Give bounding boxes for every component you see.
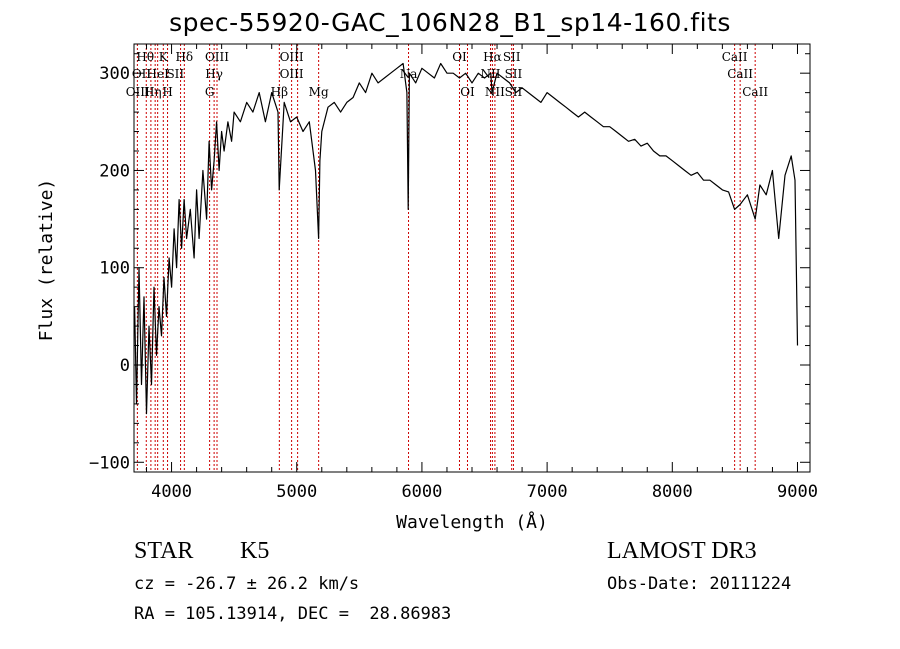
line-label-oii: OII [132,67,152,81]
x-tick-label: 6000 [401,482,442,502]
line-label-hδ: Hδ [175,50,193,64]
line-label-sii: SII [166,67,184,81]
y-tick-label: 300 [99,64,130,84]
line-label-hβ: Hβ [271,85,288,99]
x-axis-label: Wavelength (Å) [396,511,548,533]
line-label-hei: HeI [147,67,170,81]
line-label-oi: OI [460,85,475,99]
plot-axes: 4000 5000 6000 7000 8000 9000 −100 0 100 200 300 [89,43,818,502]
line-label-oi: OI [452,50,467,64]
spectral-line-markers [136,44,756,472]
object-subclass: K5 [240,538,270,564]
x-tick-label: 8000 [652,482,693,502]
plot-frame [133,43,811,473]
x-tick-label: 5000 [276,482,317,502]
spectrum-series [134,62,799,415]
line-label-sii: SII [503,50,521,64]
y-tick-label: −100 [89,453,130,473]
y-axis-label: Flux (relative) [36,179,57,342]
survey-name: LAMOST DR3 [607,538,757,564]
y-tick-label: 200 [99,161,130,181]
x-tick-label: 4000 [151,482,192,502]
line-label-g: G [205,85,215,99]
line-label-caii: CaII [742,85,768,99]
line-label-hη: Hη [144,85,162,99]
line-label-caii: CaII [727,67,753,81]
line-label-hθ: Hθ [136,50,154,64]
line-label-caii: CaII [722,50,748,64]
line-label-k: K [159,50,169,64]
line-label-sii: SII [505,67,523,81]
redshift-text: cz = -26.7 ± 26.2 km/s [134,574,360,594]
y-tick-label: 0 [120,356,130,376]
line-label-oiii: OIII [126,85,150,99]
coordinates-text: RA = 105.13914, DEC = 28.86983 [134,604,452,624]
line-label-na: Na [400,67,418,81]
line-label-h: H [162,85,172,99]
line-label-sii: SII [505,85,523,99]
y-tick-label: 100 [99,259,130,279]
x-tick-label: 7000 [527,482,568,502]
line-label-oiii: OIII [280,50,304,64]
chart-title: spec-55920-GAC_106N28_B1_sp14-160.fits [169,8,731,37]
line-label-nii: NII [481,67,501,81]
line-label-nii: NII [485,85,505,99]
object-class: STAR [134,538,194,564]
spectrum-line [134,62,799,415]
line-label-oiii: OIII [280,67,304,81]
line-label-hγ: Hγ [205,67,223,81]
line-label-mg: Mg [309,85,329,99]
line-label-hα: Hα [483,50,502,64]
line-label-oiii: OIII [205,50,229,64]
obs-date-text: Obs-Date: 20111224 [607,574,792,594]
x-tick-label: 9000 [777,482,818,502]
